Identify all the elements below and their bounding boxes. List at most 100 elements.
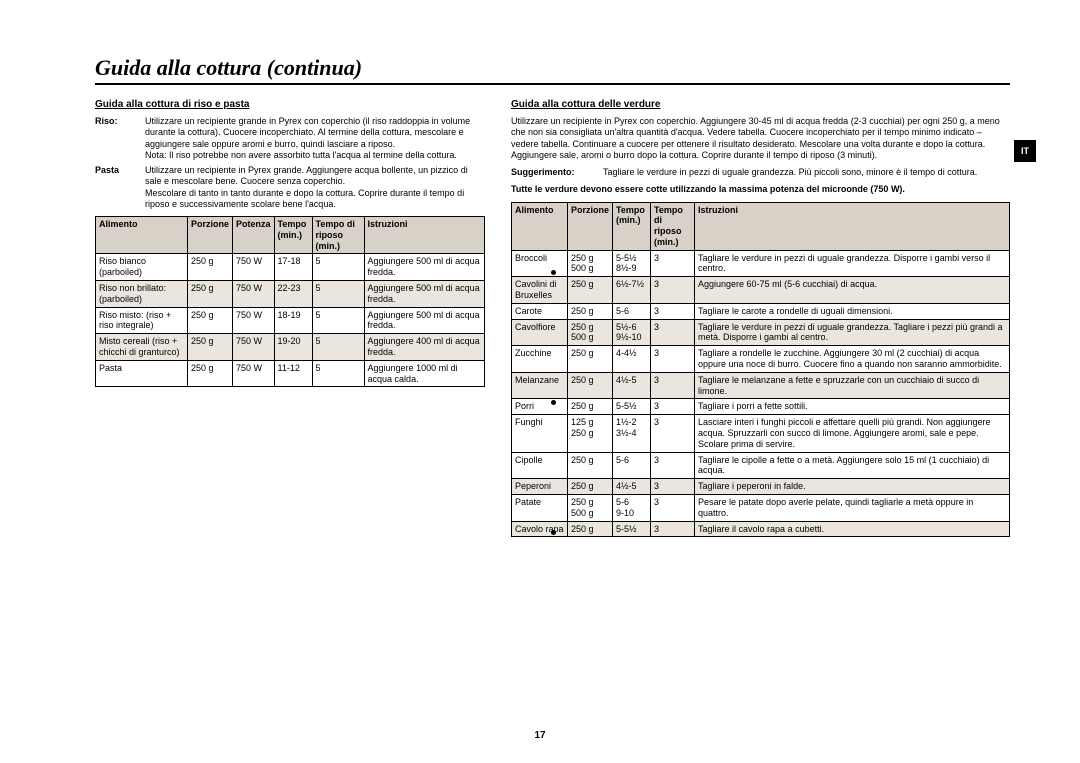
right-column: Guida alla cottura delle verdure Utilizz…	[511, 99, 1010, 537]
table-cell: 5	[312, 280, 364, 307]
table-cell: 17-18	[274, 254, 312, 281]
table-cell: 750 W	[233, 307, 275, 334]
table-cell: 750 W	[233, 360, 275, 387]
definition-row: PastaUtilizzare un recipiente in Pyrex g…	[95, 165, 485, 210]
table-cell: 5	[312, 360, 364, 387]
table-cell: 250 g	[568, 452, 613, 479]
table-cell: Porri	[512, 399, 568, 415]
table-cell: Tagliare i peperoni in falde.	[695, 479, 1010, 495]
table-cell: 250 g	[188, 307, 233, 334]
table-cell: 5-6	[613, 303, 651, 319]
page-number: 17	[0, 730, 1080, 741]
table-cell: 750 W	[233, 254, 275, 281]
table-cell: 3	[651, 399, 695, 415]
table-cell: 125 g 250 g	[568, 415, 613, 452]
table-cell: 5	[312, 334, 364, 361]
table-cell: 3	[651, 250, 695, 277]
table-cell: 250 g 500 g	[568, 250, 613, 277]
table-header: Alimento	[96, 217, 188, 254]
table-header: Porzione	[568, 202, 613, 250]
table-cell: Cavolo rapa	[512, 521, 568, 537]
table-header: Istruzioni	[695, 202, 1010, 250]
table-cell: 250 g	[568, 479, 613, 495]
definition-row: Riso:Utilizzare un recipiente grande in …	[95, 116, 485, 161]
table-cell: Tagliare le carote a rondelle di uguali …	[695, 303, 1010, 319]
table-row: Cavolo rapa250 g5-5½3Tagliare il cavolo …	[512, 521, 1010, 537]
table-cell: 3	[651, 372, 695, 399]
table-cell: 250 g	[568, 277, 613, 304]
table-cell: 4½-5	[613, 479, 651, 495]
table-header: Tempo (min.)	[613, 202, 651, 250]
table-cell: 3	[651, 277, 695, 304]
table-cell: Misto cereali (riso + chicchi di grantur…	[96, 334, 188, 361]
table-cell: Aggiungere 1000 ml di acqua calda.	[364, 360, 484, 387]
table-cell: 4-4½	[613, 346, 651, 373]
table-cell: Lasciare interi i funghi piccoli e affet…	[695, 415, 1010, 452]
table-cell: 250 g	[568, 399, 613, 415]
table-cell: 3	[651, 346, 695, 373]
table-row: Pasta250 g750 W11-125Aggiungere 1000 ml …	[96, 360, 485, 387]
table-cell: Aggiungere 500 ml di acqua fredda.	[364, 280, 484, 307]
table-cell: 5	[312, 307, 364, 334]
tip-label: Suggerimento:	[511, 167, 603, 178]
table-cell: Tagliare le verdure in pezzi di uguale g…	[695, 250, 1010, 277]
table-cell: 3	[651, 452, 695, 479]
table-cell: 3	[651, 415, 695, 452]
left-heading: Guida alla cottura di riso e pasta	[95, 99, 485, 110]
table-row: Zucchine250 g4-4½3Tagliare a rondelle le…	[512, 346, 1010, 373]
table-cell: Tagliare a rondelle le zucchine. Aggiung…	[695, 346, 1010, 373]
table-cell: 5	[312, 254, 364, 281]
vegetable-table: AlimentoPorzioneTempo (min.)Tempo di rip…	[511, 202, 1010, 538]
table-row: Melanzane250 g4½-53Tagliare le melanzane…	[512, 372, 1010, 399]
table-row: Funghi125 g 250 g1½-2 3½-43Lasciare inte…	[512, 415, 1010, 452]
table-row: Cavolfiore250 g 500 g5½-6 9½-103Tagliare…	[512, 319, 1010, 346]
table-header: Tempo di riposo (min.)	[312, 217, 364, 254]
table-cell: Riso non brillato: (parboiled)	[96, 280, 188, 307]
table-cell: Tagliare i porri a fette sottili.	[695, 399, 1010, 415]
table-cell: Broccoli	[512, 250, 568, 277]
table-row: Riso misto: (riso + riso integrale)250 g…	[96, 307, 485, 334]
table-cell: 5½-6 9½-10	[613, 319, 651, 346]
table-cell: Aggiungere 500 ml di acqua fredda.	[364, 307, 484, 334]
table-cell: Zucchine	[512, 346, 568, 373]
language-tab: IT	[1014, 140, 1036, 162]
table-cell: 3	[651, 303, 695, 319]
tip-text: Tagliare le verdure in pezzi di uguale g…	[603, 167, 977, 178]
title-bar: Guida alla cottura (continua)	[95, 55, 1010, 85]
table-cell: 1½-2 3½-4	[613, 415, 651, 452]
table-cell: Tagliare le melanzane a fette e spruzzar…	[695, 372, 1010, 399]
table-cell: 250 g	[188, 280, 233, 307]
table-cell: 250 g	[568, 346, 613, 373]
tip-row: Suggerimento: Tagliare le verdure in pez…	[511, 167, 1010, 178]
right-heading: Guida alla cottura delle verdure	[511, 99, 1010, 110]
table-cell: 3	[651, 319, 695, 346]
definition-text: Utilizzare un recipiente in Pyrex grande…	[145, 165, 485, 210]
table-cell: Carote	[512, 303, 568, 319]
right-intro: Utilizzare un recipiente in Pyrex con co…	[511, 116, 1010, 161]
table-row: Carote250 g5-63Tagliare le carote a rond…	[512, 303, 1010, 319]
table-cell: 5-5½	[613, 521, 651, 537]
table-cell: Tagliare le cipolle a fette o a metà. Ag…	[695, 452, 1010, 479]
table-cell: 3	[651, 521, 695, 537]
table-cell: Tagliare le verdure in pezzi di uguale g…	[695, 319, 1010, 346]
table-cell: 250 g 500 g	[568, 319, 613, 346]
table-cell: 250 g	[188, 254, 233, 281]
definition-label: Riso:	[95, 116, 145, 161]
table-cell: Melanzane	[512, 372, 568, 399]
table-header: Tempo (min.)	[274, 217, 312, 254]
power-note: Tutte le verdure devono essere cotte uti…	[511, 184, 1010, 195]
definition-text: Utilizzare un recipiente grande in Pyrex…	[145, 116, 485, 161]
table-cell: 750 W	[233, 334, 275, 361]
table-cell: Pasta	[96, 360, 188, 387]
table-cell: Aggiungere 60-75 ml (5-6 cucchiai) di ac…	[695, 277, 1010, 304]
table-row: Riso bianco (parboiled)250 g750 W17-185A…	[96, 254, 485, 281]
table-row: Porri250 g5-5½3Tagliare i porri a fette …	[512, 399, 1010, 415]
table-cell: Cavolfiore	[512, 319, 568, 346]
table-cell: Pesare le patate dopo averle pelate, qui…	[695, 495, 1010, 522]
table-cell: 5-5½	[613, 399, 651, 415]
definition-label: Pasta	[95, 165, 145, 210]
table-cell: Funghi	[512, 415, 568, 452]
table-header: Porzione	[188, 217, 233, 254]
table-cell: Tagliare il cavolo rapa a cubetti.	[695, 521, 1010, 537]
table-row: Misto cereali (riso + chicchi di grantur…	[96, 334, 485, 361]
